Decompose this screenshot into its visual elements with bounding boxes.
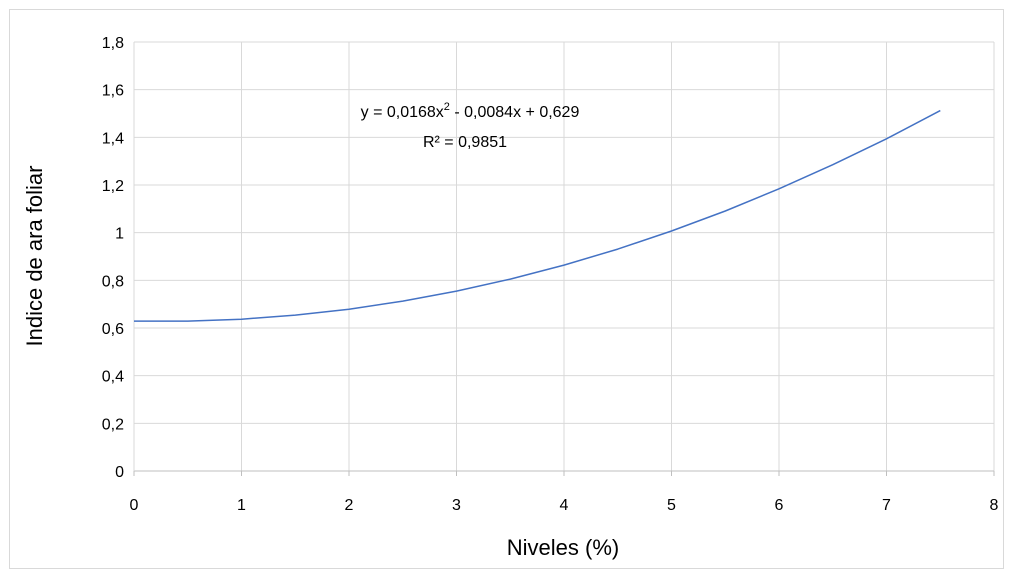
y-tick-label: 0,2 bbox=[102, 416, 124, 433]
x-tick-label: 2 bbox=[345, 497, 354, 514]
x-tick-labels: 0 1 2 3 4 5 6 7 8 bbox=[130, 497, 999, 514]
y-tick-label: 1,4 bbox=[102, 130, 124, 147]
r-squared-label: R² = 0,9851 bbox=[423, 134, 507, 151]
y-tick-label: 1 bbox=[115, 226, 124, 243]
x-tick-label: 4 bbox=[560, 497, 569, 514]
y-tick-label: 1,6 bbox=[102, 83, 124, 100]
y-tick-label: 0,4 bbox=[102, 369, 124, 386]
x-tick-label: 1 bbox=[237, 497, 246, 514]
axes bbox=[133, 42, 995, 476]
series-lines bbox=[134, 109, 941, 322]
x-tick-label: 7 bbox=[882, 497, 891, 514]
series-line bbox=[134, 109, 941, 322]
y-tick-labels: 0 0,2 0,4 0,6 0,8 1 1,2 1,4 1,6 1,8 bbox=[102, 35, 124, 481]
y-axis-title: Indice de ara foliar bbox=[22, 166, 47, 347]
x-tick-label: 8 bbox=[990, 497, 999, 514]
gridlines bbox=[134, 41, 995, 471]
y-tick-label: 0,6 bbox=[102, 321, 124, 338]
x-tick-label: 6 bbox=[775, 497, 784, 514]
y-tick-label: 1,2 bbox=[102, 178, 124, 195]
y-tick-label: 1,8 bbox=[102, 35, 124, 52]
x-tick-label: 0 bbox=[130, 497, 139, 514]
equation-superscript: 2 bbox=[444, 101, 450, 113]
y-tick-label: 0,8 bbox=[102, 273, 124, 290]
chart-frame bbox=[9, 9, 1004, 569]
equation-prefix: y = 0,0168x bbox=[361, 104, 444, 121]
equation-suffix: - 0,0084x + 0,629 bbox=[450, 104, 580, 121]
y-tick-label: 0 bbox=[115, 464, 124, 481]
trendline-equation: y = 0,0168x2 - 0,0084x + 0,629 bbox=[361, 101, 580, 121]
x-axis-title: Niveles (%) bbox=[507, 535, 619, 560]
x-tick-label: 5 bbox=[667, 497, 676, 514]
x-tick-label: 3 bbox=[452, 497, 461, 514]
